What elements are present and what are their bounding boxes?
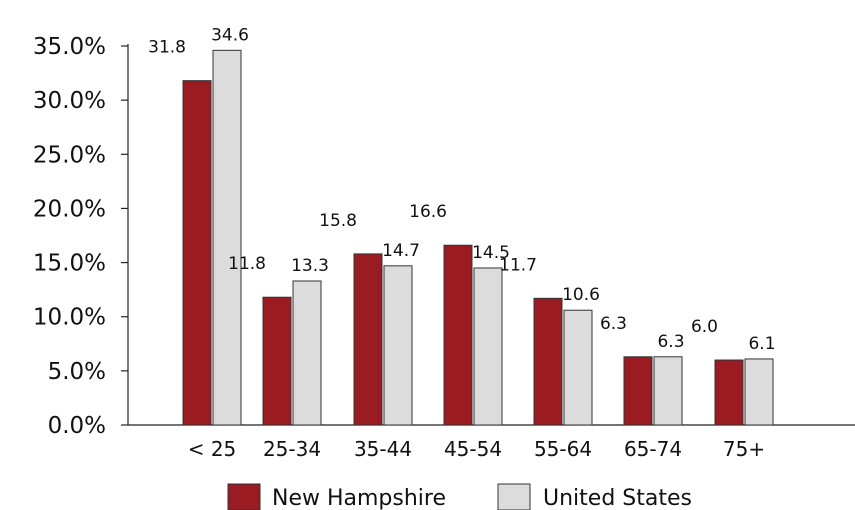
data-label: 15.8: [319, 211, 357, 231]
bar-united-states: [212, 49, 242, 426]
legend-swatch: [497, 483, 531, 510]
bar-new-hampshire: [714, 359, 744, 426]
legend-label: New Hampshire: [272, 486, 446, 510]
y-axis: 0.0% 5.0% 10.0% 15.0% 20.0% 25.0% 30.0% 35.0%: [33, 34, 129, 439]
data-label: 11.8: [228, 254, 266, 274]
y-tick-label: 25.0%: [33, 142, 106, 168]
x-category-label: 25-34: [263, 437, 321, 461]
x-category-label: 75+: [723, 437, 765, 461]
y-tick-label: 35.0%: [33, 34, 106, 60]
bar-new-hampshire: [262, 296, 292, 426]
bar-new-hampshire: [623, 356, 653, 426]
bar-united-states: [744, 358, 774, 426]
data-label: 6.3: [657, 332, 684, 352]
bar-new-hampshire: [353, 253, 383, 426]
y-tick-label: 20.0%: [33, 196, 106, 222]
bar-new-hampshire: [443, 244, 473, 426]
bar-united-states: [383, 265, 413, 426]
x-category-label: 45-54: [444, 437, 502, 461]
bar-new-hampshire: [533, 297, 563, 426]
y-tick-label: 30.0%: [33, 88, 106, 114]
y-tick-label: 0.0%: [48, 413, 106, 439]
data-label: 6.3: [600, 314, 627, 334]
data-label: 14.5: [472, 243, 510, 263]
data-label: 10.6: [562, 285, 600, 305]
data-label: 31.8: [148, 38, 186, 58]
bar-united-states: [563, 309, 593, 426]
bar-united-states: [473, 267, 503, 426]
y-tick-label: 10.0%: [33, 305, 106, 331]
data-label: 6.0: [691, 317, 718, 337]
bar-new-hampshire: [182, 80, 212, 426]
data-label: 11.7: [499, 255, 537, 275]
legend: New Hampshire United States: [227, 483, 692, 510]
legend-label: United States: [543, 486, 692, 510]
y-tick-label: 5.0%: [48, 359, 106, 385]
x-category-label: 35-44: [354, 437, 412, 461]
x-category-label: < 25: [188, 437, 237, 461]
data-label: 14.7: [382, 241, 420, 261]
legend-swatch: [227, 483, 261, 510]
data-label: 34.6: [211, 25, 249, 45]
x-axis: < 25 25-34 35-44 45-54 55-64 65-74 75+: [128, 424, 855, 461]
data-label: 6.1: [748, 334, 775, 354]
bars: [182, 49, 774, 426]
x-category-label: 65-74: [624, 437, 682, 461]
data-label: 13.3: [291, 256, 329, 276]
data-labels: 31.8 11.8 15.8 16.6 11.7 6.3 6.0 34.6 13.3 14.7 14…: [148, 25, 775, 354]
y-tick-label: 15.0%: [33, 251, 106, 277]
bar-united-states: [653, 356, 683, 426]
x-category-label: 55-64: [534, 437, 592, 461]
data-label: 16.6: [409, 202, 447, 222]
bar-united-states: [292, 280, 322, 426]
